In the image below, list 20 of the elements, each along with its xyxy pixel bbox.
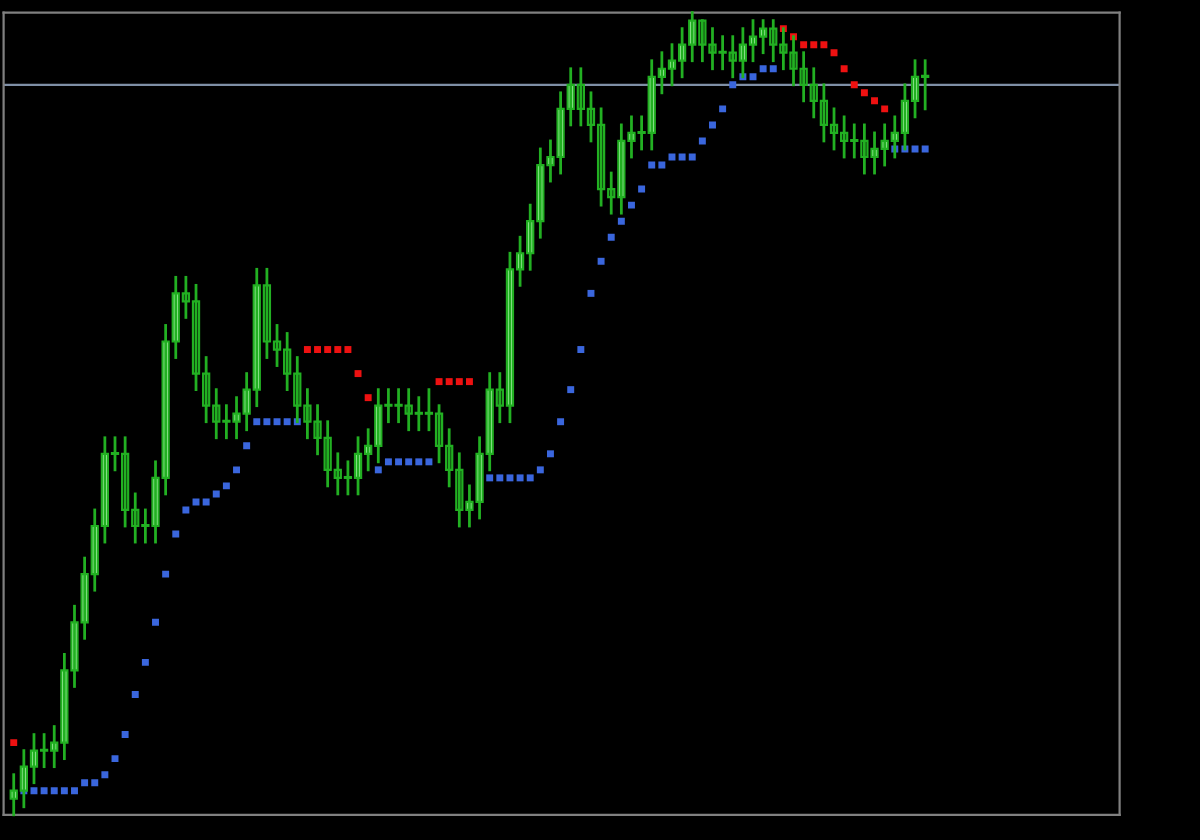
point <box>334 346 342 353</box>
point <box>871 97 878 105</box>
point <box>455 378 463 386</box>
point <box>810 41 818 49</box>
point <box>800 41 808 49</box>
point <box>324 346 332 353</box>
point <box>435 378 443 386</box>
point <box>860 89 868 97</box>
point <box>354 370 362 378</box>
point <box>850 81 858 89</box>
point <box>10 739 18 747</box>
point <box>840 65 848 73</box>
point <box>303 346 311 353</box>
point <box>344 346 352 353</box>
point <box>820 41 828 49</box>
point <box>465 378 473 386</box>
point <box>364 394 372 402</box>
point <box>314 346 322 353</box>
point <box>445 378 453 386</box>
point <box>881 105 889 113</box>
